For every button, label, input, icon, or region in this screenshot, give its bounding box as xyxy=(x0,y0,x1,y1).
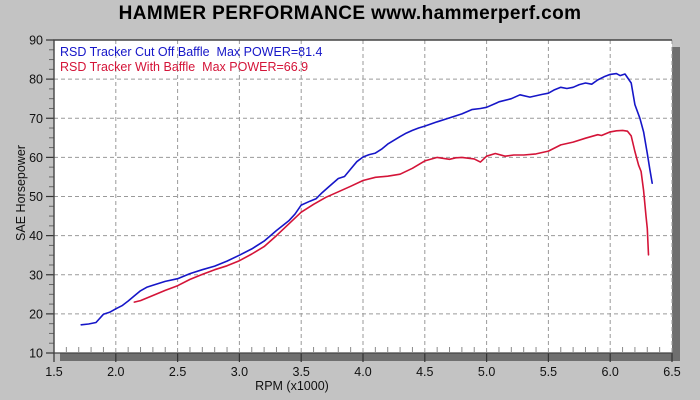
y-tick-label: 30 xyxy=(29,268,43,282)
x-tick-label: 5.5 xyxy=(540,365,557,379)
y-tick-label: 20 xyxy=(29,307,43,321)
x-tick-label: 2.5 xyxy=(169,365,186,379)
y-tick-label: 70 xyxy=(29,112,43,126)
x-tick-label: 2.0 xyxy=(107,365,124,379)
legend-entry-with-baffle: RSD Tracker With Baffle Max POWER=66.9 xyxy=(60,60,308,74)
plot-shadow-right xyxy=(672,47,680,361)
y-tick-label: 10 xyxy=(29,347,43,361)
tick-marks xyxy=(46,39,673,362)
x-tick-label: 6.5 xyxy=(663,365,680,379)
series-curve-cut-off-baffle xyxy=(80,72,654,326)
y-tick-label: 90 xyxy=(29,34,43,48)
legend-entry-cut-off-baffle: RSD Tracker Cut Off Baffle Max POWER=81.… xyxy=(60,45,323,59)
x-tick-label: 4.0 xyxy=(354,365,371,379)
y-tick-label: 50 xyxy=(29,190,43,204)
x-tick-label: 1.5 xyxy=(45,365,62,379)
x-tick-label: 6.0 xyxy=(602,365,619,379)
legend: RSD Tracker Cut Off Baffle Max POWER=81.… xyxy=(60,45,323,74)
plot-shadow-bottom xyxy=(60,353,680,361)
series-curve-with-baffle xyxy=(133,129,650,303)
series-curves xyxy=(80,72,654,326)
x-tick-label: 3.5 xyxy=(293,365,310,379)
x-tick-label: 4.5 xyxy=(416,365,433,379)
y-axis-title: SAE Horsepower xyxy=(14,145,28,241)
y-tick-label: 80 xyxy=(29,73,43,87)
x-tick-label: 5.0 xyxy=(478,365,495,379)
y-tick-label: 40 xyxy=(29,229,43,243)
chart-title: HAMMER PERFORMANCE www.hammerperf.com xyxy=(118,3,582,24)
x-tick-label: 3.0 xyxy=(231,365,248,379)
x-axis-title: RPM (x1000) xyxy=(255,379,329,393)
plot-border xyxy=(53,39,672,353)
y-tick-label: 60 xyxy=(29,151,43,165)
tick-labels: 1.5 2.0 2.5 3.0 3.5 4.0 4.5 5.0 5.5 6.0 6.5 10 20 30 4… xyxy=(29,34,681,380)
